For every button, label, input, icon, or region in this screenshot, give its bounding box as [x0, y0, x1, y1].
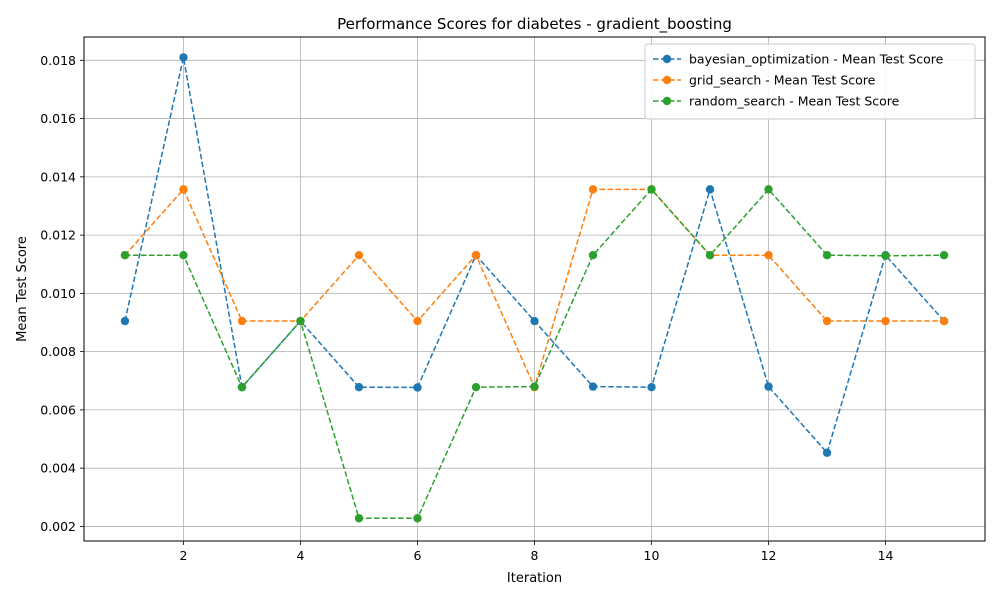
data-point [237, 382, 247, 392]
data-point [120, 316, 130, 326]
legend-label: bayesian_optimization - Mean Test Score [689, 52, 944, 67]
data-point [647, 382, 656, 392]
data-point [530, 316, 539, 326]
legend-marker [662, 54, 672, 64]
legend-label: grid_search - Mean Test Score [689, 73, 876, 88]
data-point [588, 185, 598, 194]
x-axis-label: Iteration [507, 571, 562, 586]
chart-title: Performance Scores for diabetes - gradie… [337, 15, 732, 34]
x-tick-label: 8 [531, 548, 539, 563]
y-tick-label: 0.018 [40, 53, 76, 68]
x-tick-label: 2 [179, 548, 187, 563]
data-point [413, 514, 422, 523]
data-point [588, 382, 598, 391]
data-point [822, 251, 832, 260]
data-point [120, 251, 130, 260]
y-tick-label: 0.006 [40, 402, 76, 417]
data-point [530, 382, 539, 391]
data-point [354, 251, 364, 260]
data-point [179, 251, 188, 260]
y-tick-label: 0.016 [40, 111, 76, 126]
legend-item: grid_search - Mean Test Score [653, 73, 876, 88]
x-tick-label: 12 [761, 548, 777, 563]
data-point [237, 316, 247, 326]
data-point [764, 382, 773, 391]
y-tick-label: 0.014 [40, 169, 76, 184]
data-point [705, 251, 715, 260]
series-2 [120, 185, 949, 523]
legend-marker [662, 96, 672, 106]
data-point [822, 448, 832, 457]
grid [84, 37, 985, 541]
data-point [471, 251, 481, 260]
x-tick-label: 14 [878, 548, 894, 563]
y-tick-label: 0.012 [40, 228, 76, 243]
y-tick-label: 0.008 [40, 344, 76, 359]
data-point [354, 514, 364, 523]
legend-item: bayesian_optimization - Mean Test Score [653, 52, 944, 67]
series-layer [120, 53, 949, 523]
data-point [881, 251, 890, 260]
data-point [939, 251, 949, 260]
x-tick-label: 4 [296, 548, 304, 563]
data-point [939, 316, 949, 326]
data-point [413, 383, 422, 392]
legend-box [644, 43, 976, 120]
x-tick-label: 6 [414, 548, 422, 563]
data-point [822, 316, 832, 326]
legend-marker [662, 75, 672, 85]
y-tick-label: 0.002 [40, 519, 76, 534]
legend-item: random_search - Mean Test Score [653, 94, 900, 109]
data-point [764, 185, 773, 194]
data-point [705, 185, 715, 194]
data-point [413, 316, 422, 326]
x-tick-label: 10 [644, 548, 660, 563]
data-point [179, 185, 188, 194]
y-tick-label: 0.004 [40, 461, 76, 476]
data-point [296, 316, 305, 326]
legend: bayesian_optimization - Mean Test Score g… [644, 43, 976, 120]
data-point [588, 251, 598, 260]
y-tick-label: 0.010 [40, 286, 76, 301]
data-point [881, 316, 890, 326]
data-point [647, 185, 656, 194]
data-point [471, 382, 481, 392]
ticks: 2 4 6 8 10 12 14 0.002 0.004 0.006 0.008 0.010 0.012… [40, 53, 893, 563]
legend-label: random_search - Mean Test Score [689, 94, 900, 109]
y-axis-label: Mean Test Score [15, 236, 30, 342]
data-point [764, 251, 773, 260]
data-point [354, 382, 364, 392]
data-point [179, 53, 188, 62]
